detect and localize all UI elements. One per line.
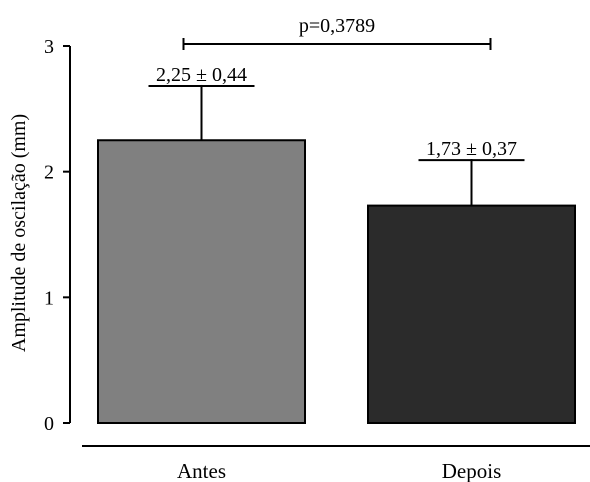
p-value-label: p=0,3789 [299, 15, 375, 37]
y-tick-label: 1 [44, 287, 54, 309]
y-tick-label: 0 [44, 413, 54, 435]
y-axis-label: Amplitude de oscilação (mm) [8, 114, 30, 352]
y-tick-label: 3 [44, 36, 54, 58]
x-tick-label: Antes [177, 459, 226, 482]
bar-antes [97, 139, 306, 424]
bar-value-label: 2,25 ± 0,44 [156, 64, 247, 86]
y-tick-label: 2 [44, 162, 54, 184]
bar-value-label: 1,73 ± 0,37 [426, 138, 517, 160]
annotations: 2,25 ± 0,44 1,73 ± 0,37 p=0,3789 [148, 15, 525, 162]
x-tick-label: Depois [442, 459, 502, 482]
y-axis: 0 1 2 3 [44, 36, 71, 435]
x-axis: Antes Depois [82, 445, 590, 482]
bars [97, 84, 576, 424]
bar-depois [367, 204, 576, 424]
